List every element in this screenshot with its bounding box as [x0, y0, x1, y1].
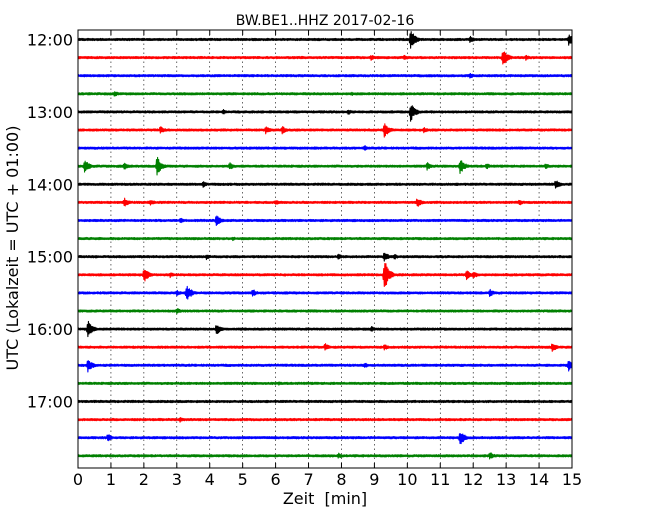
- trace-line: [77, 320, 573, 338]
- plot-frame: [77, 29, 573, 469]
- trace-line: [77, 123, 573, 138]
- trace-line: [77, 381, 573, 386]
- y-tick-label: 13:00: [27, 103, 73, 122]
- y-tick-label: 17:00: [27, 393, 73, 412]
- x-tick-label: 3: [172, 470, 182, 489]
- x-tick-label: 14: [529, 470, 549, 489]
- x-tick-label: 9: [369, 470, 379, 489]
- trace-line: [77, 452, 573, 460]
- x-tick-label: 2: [139, 470, 149, 489]
- trace-line: [77, 343, 573, 352]
- y-tick-label: 15:00: [27, 248, 73, 267]
- trace-line: [77, 236, 573, 242]
- y-tick-label: 16:00: [27, 320, 73, 339]
- y-tick-label: 12:00: [27, 31, 73, 50]
- x-tick-label: 13: [496, 470, 516, 489]
- trace-line: [77, 360, 573, 373]
- trace-line: [77, 417, 573, 423]
- trace-line: [77, 105, 573, 122]
- trace-line: [77, 91, 573, 97]
- trace-line: [77, 145, 573, 151]
- x-axis: 0 1 2 3 4 5 6 7 8 9 10 11 12 13 14 15: [73, 30, 582, 489]
- trace-line: [77, 156, 573, 176]
- trace-line: [77, 285, 573, 300]
- trace-line: [77, 73, 573, 79]
- x-tick-label: 5: [238, 470, 248, 489]
- trace-line: [77, 197, 573, 207]
- x-tick-label: 1: [106, 470, 116, 489]
- x-tick-label: 7: [303, 470, 313, 489]
- trace-line: [77, 308, 573, 315]
- x-tick-label: 4: [205, 470, 215, 489]
- y-axis: 12:00 13:00 14:00 15:00 16:00 17:00: [27, 31, 83, 412]
- trace-group: [77, 31, 573, 460]
- trace-line: [77, 31, 573, 49]
- x-tick-label: 0: [73, 470, 83, 489]
- x-tick-label: 12: [463, 470, 483, 489]
- trace-line: [77, 263, 573, 288]
- trace-line: [77, 399, 573, 404]
- y-tick-label: 14:00: [27, 175, 73, 194]
- x-tick-label: 8: [336, 470, 346, 489]
- trace-line: [77, 51, 573, 65]
- x-axis-label: Zeit [min]: [283, 489, 367, 508]
- trace-line: [77, 215, 573, 227]
- chart-title: BW.BE1..HHZ 2017-02-16: [236, 13, 415, 29]
- trace-line: [77, 433, 573, 445]
- x-tick-label: 11: [430, 470, 450, 489]
- y-axis-label: UTC (Lokalzeit = UTC + 01:00): [3, 126, 22, 371]
- grid-lines: [110, 30, 540, 468]
- x-tick-label: 15: [562, 470, 582, 489]
- x-tick-label: 10: [397, 470, 417, 489]
- trace-line: [77, 180, 573, 189]
- x-tick-label: 6: [271, 470, 281, 489]
- trace-line: [77, 252, 573, 262]
